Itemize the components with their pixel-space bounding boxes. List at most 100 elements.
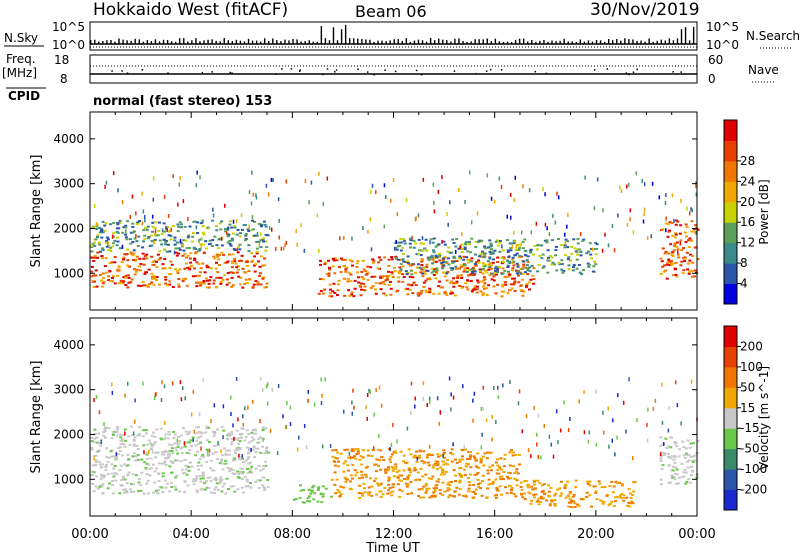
scatter-cell: [181, 427, 185, 430]
nave-label: Nave: [748, 63, 779, 77]
scatter-cell: [689, 253, 693, 256]
scatter-cell: [126, 264, 130, 267]
scatter-cell: [566, 240, 570, 243]
scatter-cell: [424, 473, 428, 476]
scatter-cell: [418, 456, 422, 459]
scatter-cell: [518, 271, 522, 274]
scatter-cell: [594, 241, 598, 244]
scatter-cell: [686, 262, 690, 265]
scatter-cell: [92, 490, 96, 493]
scatter-cell: [264, 249, 268, 252]
scatter-cell: [520, 242, 523, 247]
scatter-cell: [540, 257, 544, 260]
noise-bar: [616, 39, 618, 44]
scatter-cell: [310, 489, 314, 492]
scatter-cell: [262, 240, 266, 243]
scatter-cell: [466, 267, 470, 270]
scatter-cell: [443, 490, 447, 493]
scatter-cell: [688, 211, 691, 216]
scatter-cell: [446, 250, 450, 253]
scatter-cell: [470, 268, 474, 271]
noise-bar: [369, 39, 371, 44]
noise-bar: [288, 40, 290, 44]
scatter-cell: [355, 471, 359, 474]
scatter-cell: [467, 274, 471, 277]
scatter-cell: [233, 249, 237, 252]
scatter-cell: [333, 464, 337, 467]
scatter-cell: [466, 250, 470, 253]
scatter-cell: [105, 245, 109, 248]
scatter-cell: [524, 266, 528, 269]
scatter-cell: [498, 485, 502, 488]
scatter-cell: [472, 398, 474, 403]
freq-mark: [415, 69, 418, 72]
scatter-cell: [563, 246, 567, 249]
scatter-cell: [390, 442, 393, 447]
scatter-cell: [213, 488, 217, 491]
scatter-cell: [688, 237, 692, 240]
scatter-cell: [608, 484, 612, 487]
scatter-cell: [442, 473, 446, 476]
scatter-cell: [690, 220, 694, 223]
noise-bar: [425, 41, 428, 44]
scatter-cell: [528, 266, 532, 269]
scatter-cell: [194, 274, 198, 277]
scatter-cell: [384, 468, 388, 471]
scatter-cell: [523, 492, 527, 495]
scatter-cell: [193, 429, 196, 434]
scatter-cell: [564, 484, 568, 487]
scatter-cell: [107, 279, 111, 282]
scatter-cell: [225, 278, 229, 281]
scatter-cell: [147, 492, 151, 495]
scatter-cell: [422, 281, 426, 284]
freq-panel-frame: [89, 54, 698, 84]
scatter-cell: [452, 395, 455, 400]
scatter-cell: [129, 488, 133, 491]
scatter-cell: [467, 241, 471, 244]
scatter-cell: [100, 440, 103, 445]
scatter-cell: [335, 259, 339, 262]
scatter-cell: [233, 490, 237, 493]
scatter-cell: [188, 449, 192, 452]
scatter-cell: [151, 491, 155, 494]
colorbar-swatch: [724, 181, 737, 203]
scatter-cell: [100, 285, 104, 288]
noise-bar: [361, 39, 363, 44]
scatter-cell: [673, 440, 677, 443]
scatter-cell: [94, 464, 98, 467]
scatter-cell: [473, 391, 476, 396]
scatter-cell: [509, 379, 511, 384]
scatter-cell: [386, 469, 390, 472]
scatter-cell: [362, 289, 366, 292]
scatter-cell: [378, 282, 382, 285]
scatter-cell: [564, 496, 568, 499]
scatter-cell: [491, 261, 495, 264]
scatter-cell: [366, 454, 370, 457]
colorbar-swatch: [724, 428, 737, 450]
scatter-cell: [678, 232, 682, 235]
scatter-cell: [397, 258, 401, 261]
colorbar-swatch: [724, 140, 737, 162]
scatter-cell: [622, 400, 625, 405]
scatter-cell: [328, 283, 332, 286]
freq-mark: [167, 72, 169, 74]
scatter-cell: [254, 451, 258, 454]
scatter-cell: [407, 448, 411, 451]
scatter-cell: [438, 280, 442, 283]
freq-mark: [534, 70, 537, 73]
scatter-cell: [93, 256, 97, 259]
scatter-cell: [153, 396, 156, 401]
scatter-cell: [166, 456, 170, 459]
scatter-cell: [222, 482, 226, 485]
scatter-cell: [170, 471, 174, 474]
scatter-cell: [327, 274, 331, 277]
scatter-cell: [149, 234, 153, 237]
scatter-cell: [144, 218, 146, 223]
scatter-cell: [479, 460, 483, 463]
scatter-cell: [361, 456, 365, 459]
scatter-cell: [420, 289, 424, 292]
scatter-cell: [673, 456, 677, 459]
scatter-cell: [661, 420, 664, 425]
scatter-cell: [388, 487, 392, 490]
scatter-cell: [463, 248, 467, 251]
